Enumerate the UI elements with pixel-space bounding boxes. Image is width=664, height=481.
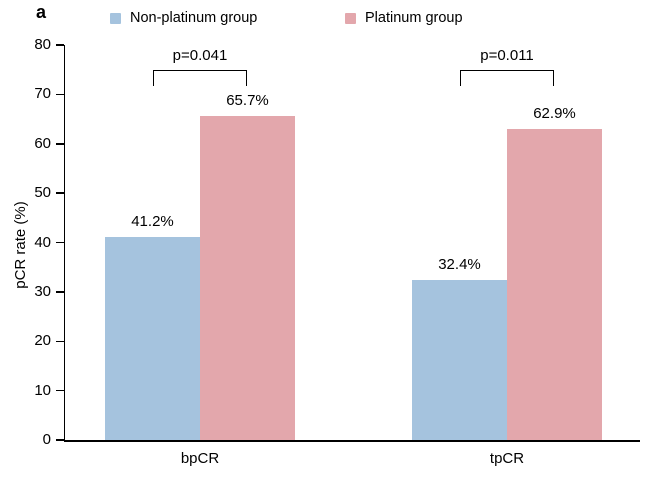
y-tick-label: 0 xyxy=(42,431,51,448)
bar-bpCR-non-platinum xyxy=(105,236,200,440)
y-tick xyxy=(56,291,64,293)
x-axis-line xyxy=(63,440,640,442)
legend-item-non-platinum: Non-platinum group xyxy=(110,10,257,26)
y-tick xyxy=(56,340,64,342)
y-tick-label: 40 xyxy=(34,233,51,251)
panel-label: a xyxy=(36,2,47,22)
value-label: 32.4% xyxy=(438,256,481,274)
y-tick xyxy=(56,93,64,96)
bar-tpCR-platinum xyxy=(507,129,602,440)
legend-label-non-platinum: Non-platinum group xyxy=(130,10,258,26)
x-tick-label: bpCR xyxy=(180,450,220,467)
legend-marker-non-platinum-icon xyxy=(110,12,121,24)
y-tick xyxy=(56,192,64,194)
y-tick-label: 30 xyxy=(34,282,51,300)
y-tick-label: 20 xyxy=(34,332,51,350)
legend-label-platinum: Platinum group xyxy=(365,10,463,26)
y-tick xyxy=(56,143,64,145)
value-label: 65.7% xyxy=(226,91,269,109)
legend-marker-platinum-icon xyxy=(345,12,356,24)
p-value-label: p=0.011 xyxy=(480,47,534,64)
y-tick-label: 10 xyxy=(34,381,51,399)
y-tick xyxy=(56,241,64,244)
significance-bracket xyxy=(459,70,554,86)
value-label: 62.9% xyxy=(533,105,576,123)
y-axis-line xyxy=(63,45,65,442)
legend-item-platinum: Platinum group xyxy=(345,10,463,26)
bar-bpCR-platinum xyxy=(200,115,295,440)
bar-tpCR-non-platinum xyxy=(412,280,507,440)
y-tick-label: 60 xyxy=(34,134,51,152)
y-tick xyxy=(56,389,64,392)
y-tick-label: 80 xyxy=(34,36,51,53)
value-label: 41.2% xyxy=(131,212,174,230)
y-tick-label: 50 xyxy=(34,184,51,202)
y-tick xyxy=(56,439,64,441)
y-tick xyxy=(56,44,64,46)
y-tick-label: 70 xyxy=(34,85,51,103)
x-tick-label: tpCR xyxy=(489,450,525,467)
significance-bracket xyxy=(152,70,247,86)
p-value-label: p=0.041 xyxy=(172,47,228,64)
